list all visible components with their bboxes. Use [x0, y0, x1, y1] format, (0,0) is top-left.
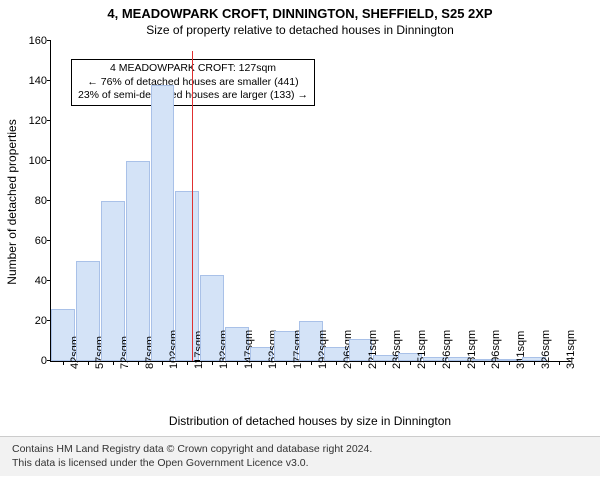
y-tick-label: 80 [35, 195, 51, 207]
x-tick-mark [162, 361, 163, 365]
y-tick-mark [47, 280, 51, 281]
x-tick-mark [187, 361, 188, 365]
x-tick-label: 311sqm [515, 331, 527, 369]
y-tick-label: 60 [35, 235, 51, 247]
y-tick-label: 160 [29, 35, 51, 47]
x-tick-label: 236sqm [391, 330, 403, 369]
y-tick-label: 140 [29, 75, 51, 87]
y-tick-mark [47, 200, 51, 201]
x-tick-mark [435, 361, 436, 365]
x-tick-mark [385, 361, 386, 365]
x-tick-mark [484, 361, 485, 365]
histogram-bar [126, 161, 150, 361]
page-subtitle: Size of property relative to detached ho… [0, 23, 600, 37]
y-tick-label: 40 [35, 275, 51, 287]
y-tick-label: 100 [29, 155, 51, 167]
x-tick-mark [534, 361, 535, 365]
x-tick-label: 266sqm [441, 330, 453, 369]
x-tick-mark [237, 361, 238, 365]
y-axis-label: Number of detached properties [5, 119, 19, 284]
x-tick-mark [410, 361, 411, 365]
x-tick-mark [212, 361, 213, 365]
x-tick-mark [336, 361, 337, 365]
x-tick-mark [286, 361, 287, 365]
y-tick-mark [47, 240, 51, 241]
title-block: 4, MEADOWPARK CROFT, DINNINGTON, SHEFFIE… [0, 0, 600, 37]
x-tick-label: 341sqm [565, 330, 577, 369]
x-tick-mark [88, 361, 89, 365]
x-tick-mark [361, 361, 362, 365]
footer-line-2: This data is licensed under the Open Gov… [12, 457, 588, 471]
x-tick-label: 251sqm [416, 330, 428, 369]
x-tick-label: 326sqm [540, 330, 552, 369]
x-tick-mark [138, 361, 139, 365]
x-tick-mark [261, 361, 262, 365]
y-tick-mark [47, 40, 51, 41]
x-tick-mark [559, 361, 560, 365]
x-tick-label: 221sqm [367, 330, 379, 369]
plot-area: 4 MEADOWPARK CROFT: 127sqm ← 76% of deta… [50, 41, 571, 362]
y-tick-mark [47, 160, 51, 161]
y-tick-label: 20 [35, 315, 51, 327]
x-tick-mark [63, 361, 64, 365]
page-title: 4, MEADOWPARK CROFT, DINNINGTON, SHEFFIE… [0, 6, 600, 21]
y-tick-mark [47, 80, 51, 81]
y-tick-label: 120 [29, 115, 51, 127]
footer-line-1: Contains HM Land Registry data © Crown c… [12, 443, 588, 457]
x-tick-label: 296sqm [490, 330, 502, 369]
x-tick-label: 281sqm [466, 330, 478, 369]
y-tick-mark [47, 120, 51, 121]
chart-container: Number of detached properties 4 MEADOWPA… [50, 41, 600, 362]
y-tick-label: 0 [41, 355, 51, 367]
x-tick-mark [113, 361, 114, 365]
y-tick-mark [47, 320, 51, 321]
x-tick-mark [509, 361, 510, 365]
x-tick-mark [311, 361, 312, 365]
reference-line [192, 51, 193, 361]
x-axis-label: Distribution of detached houses by size … [50, 414, 570, 428]
y-tick-mark [47, 360, 51, 361]
footer: Contains HM Land Registry data © Crown c… [0, 436, 600, 476]
histogram-bar [151, 85, 175, 361]
x-tick-mark [460, 361, 461, 365]
